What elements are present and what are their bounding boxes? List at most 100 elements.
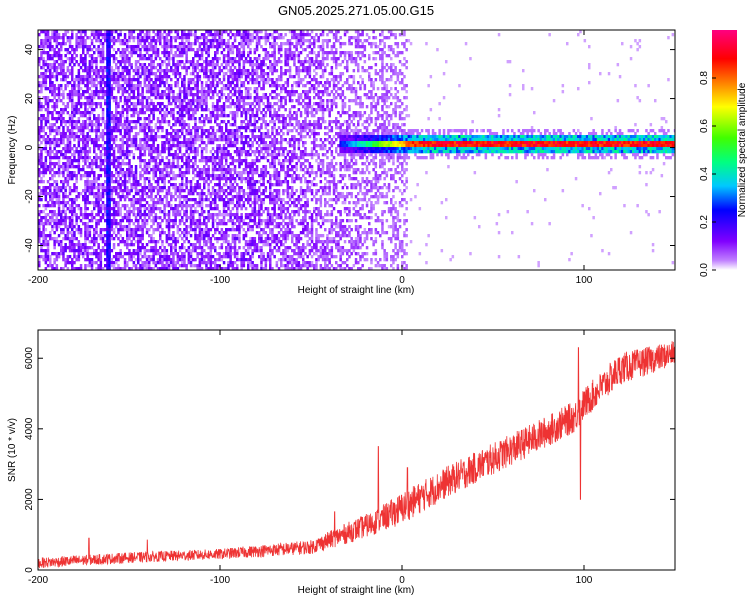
spectrogram-cell <box>247 51 250 55</box>
spectrogram-cell <box>97 219 100 223</box>
spectrogram-cell <box>218 189 221 193</box>
spectrogram-cell <box>128 210 131 214</box>
spectrogram-cell <box>57 210 61 214</box>
spectrogram-cell <box>211 45 215 49</box>
spectrogram-cell <box>51 114 54 118</box>
spectrogram-cell <box>178 249 182 253</box>
spectrogram-cell <box>95 78 98 82</box>
spectrogram-cell <box>205 48 208 52</box>
spectrogram-cell <box>192 117 195 121</box>
spectrogram-cell <box>126 171 129 175</box>
spectrogram-cell <box>101 132 105 136</box>
spectrogram-cell <box>189 264 193 268</box>
spectrogram-cell <box>115 99 118 103</box>
spectrogram-cell <box>64 78 67 82</box>
spectrogram-cell <box>46 108 50 112</box>
spectrogram-cell <box>112 201 116 205</box>
spectrogram-cell <box>216 99 219 103</box>
spectrogram-cell <box>79 75 83 79</box>
spectrogram-cell <box>148 204 151 208</box>
spectrogram-cell <box>134 66 138 70</box>
spectrogram-cell <box>185 204 188 208</box>
spectrogram-cell <box>66 174 70 178</box>
spectrogram-cell <box>95 198 98 202</box>
spectrogram-cell <box>214 156 217 160</box>
spectrogram-cell <box>86 222 89 226</box>
spectrogram-cell <box>139 36 142 40</box>
spectrogram-cell <box>159 195 162 199</box>
spectrogram-cell <box>130 96 133 100</box>
spectrogram-cell <box>148 213 151 217</box>
spectrogram-cell <box>130 84 133 88</box>
spectrogram-cell <box>214 150 217 154</box>
spectrogram-cell <box>218 72 221 76</box>
spectrogram-cell <box>137 72 140 76</box>
spectrogram-cell <box>165 138 169 142</box>
spectrogram-cell <box>57 240 61 244</box>
spectrogram-cell <box>141 264 144 268</box>
spectrogram-cell <box>154 39 158 43</box>
spectrogram-cell <box>53 156 56 160</box>
spectrogram-cell <box>108 57 111 61</box>
spectrogram-cell <box>68 222 72 226</box>
spectrogram-cell <box>75 219 78 223</box>
spectrogram-cell <box>143 159 147 163</box>
spectrogram-cell <box>44 240 48 244</box>
spectrogram-cell <box>139 93 142 97</box>
spectrogram-cell <box>101 183 105 187</box>
spectrogram-cell <box>172 210 175 214</box>
spectrogram-cell <box>134 48 138 52</box>
spectrogram-cell <box>170 48 173 52</box>
spectrogram-cell <box>108 201 111 205</box>
spectrogram-cell <box>106 123 109 127</box>
spectrogram-cell <box>163 90 166 94</box>
spectrogram-cell <box>240 147 243 151</box>
spectrogram-cell <box>233 240 237 244</box>
spectrogram-cell <box>196 48 199 52</box>
spectrogram-cell <box>93 45 96 49</box>
spectrogram-cell <box>165 75 169 79</box>
spectrogram-cell <box>205 36 208 40</box>
spectrogram-cell <box>236 102 239 106</box>
spectrogram-cell <box>240 90 243 94</box>
spectrogram-cell <box>181 156 184 160</box>
spectrogram-cell <box>176 135 180 139</box>
spectrogram-cell <box>161 45 164 49</box>
spectrogram-cell <box>163 249 166 253</box>
spectrogram-cell <box>229 198 232 202</box>
spectrogram-cell <box>126 216 129 220</box>
spectrogram-cell <box>119 252 122 256</box>
spectrogram-cell <box>205 114 208 118</box>
spectrogram-cell <box>95 63 98 67</box>
spectrogram-cell <box>225 267 228 270</box>
spectrogram-cell <box>145 231 149 235</box>
spectrogram-cell <box>194 138 197 142</box>
spectrogram-cell <box>203 231 206 235</box>
spectrogram-cell <box>238 246 241 250</box>
spectrogram-cell <box>229 201 232 205</box>
spectrogram-cell <box>64 147 67 151</box>
spectrogram-cell <box>231 159 235 163</box>
spectrogram-cell <box>38 144 41 148</box>
spectrogram-cell <box>200 66 204 70</box>
spectrogram-cell <box>178 213 182 217</box>
spectrogram-cell <box>66 69 70 73</box>
spectrogram-cell <box>203 243 206 247</box>
spectrogram-cell <box>152 72 155 76</box>
spectrogram-cell <box>90 60 94 64</box>
spectrogram-cell <box>53 186 56 190</box>
spectrogram-cell <box>172 96 175 100</box>
spectrogram-cell <box>106 216 109 220</box>
spectrogram-cell <box>163 39 166 43</box>
spectrogram-cell <box>130 48 133 52</box>
spectrogram-cell <box>75 228 78 232</box>
spectrogram-cell <box>189 93 193 97</box>
spectrogram-cell <box>163 267 166 270</box>
spectrogram-cell <box>71 105 74 109</box>
spectrogram-cell <box>106 48 109 52</box>
spectrogram-cell <box>139 129 142 133</box>
spectrogram-cell <box>183 210 186 214</box>
spectrogram-cell <box>207 237 210 241</box>
spectrogram-cell <box>64 123 67 127</box>
spectrogram-cell <box>139 153 142 157</box>
